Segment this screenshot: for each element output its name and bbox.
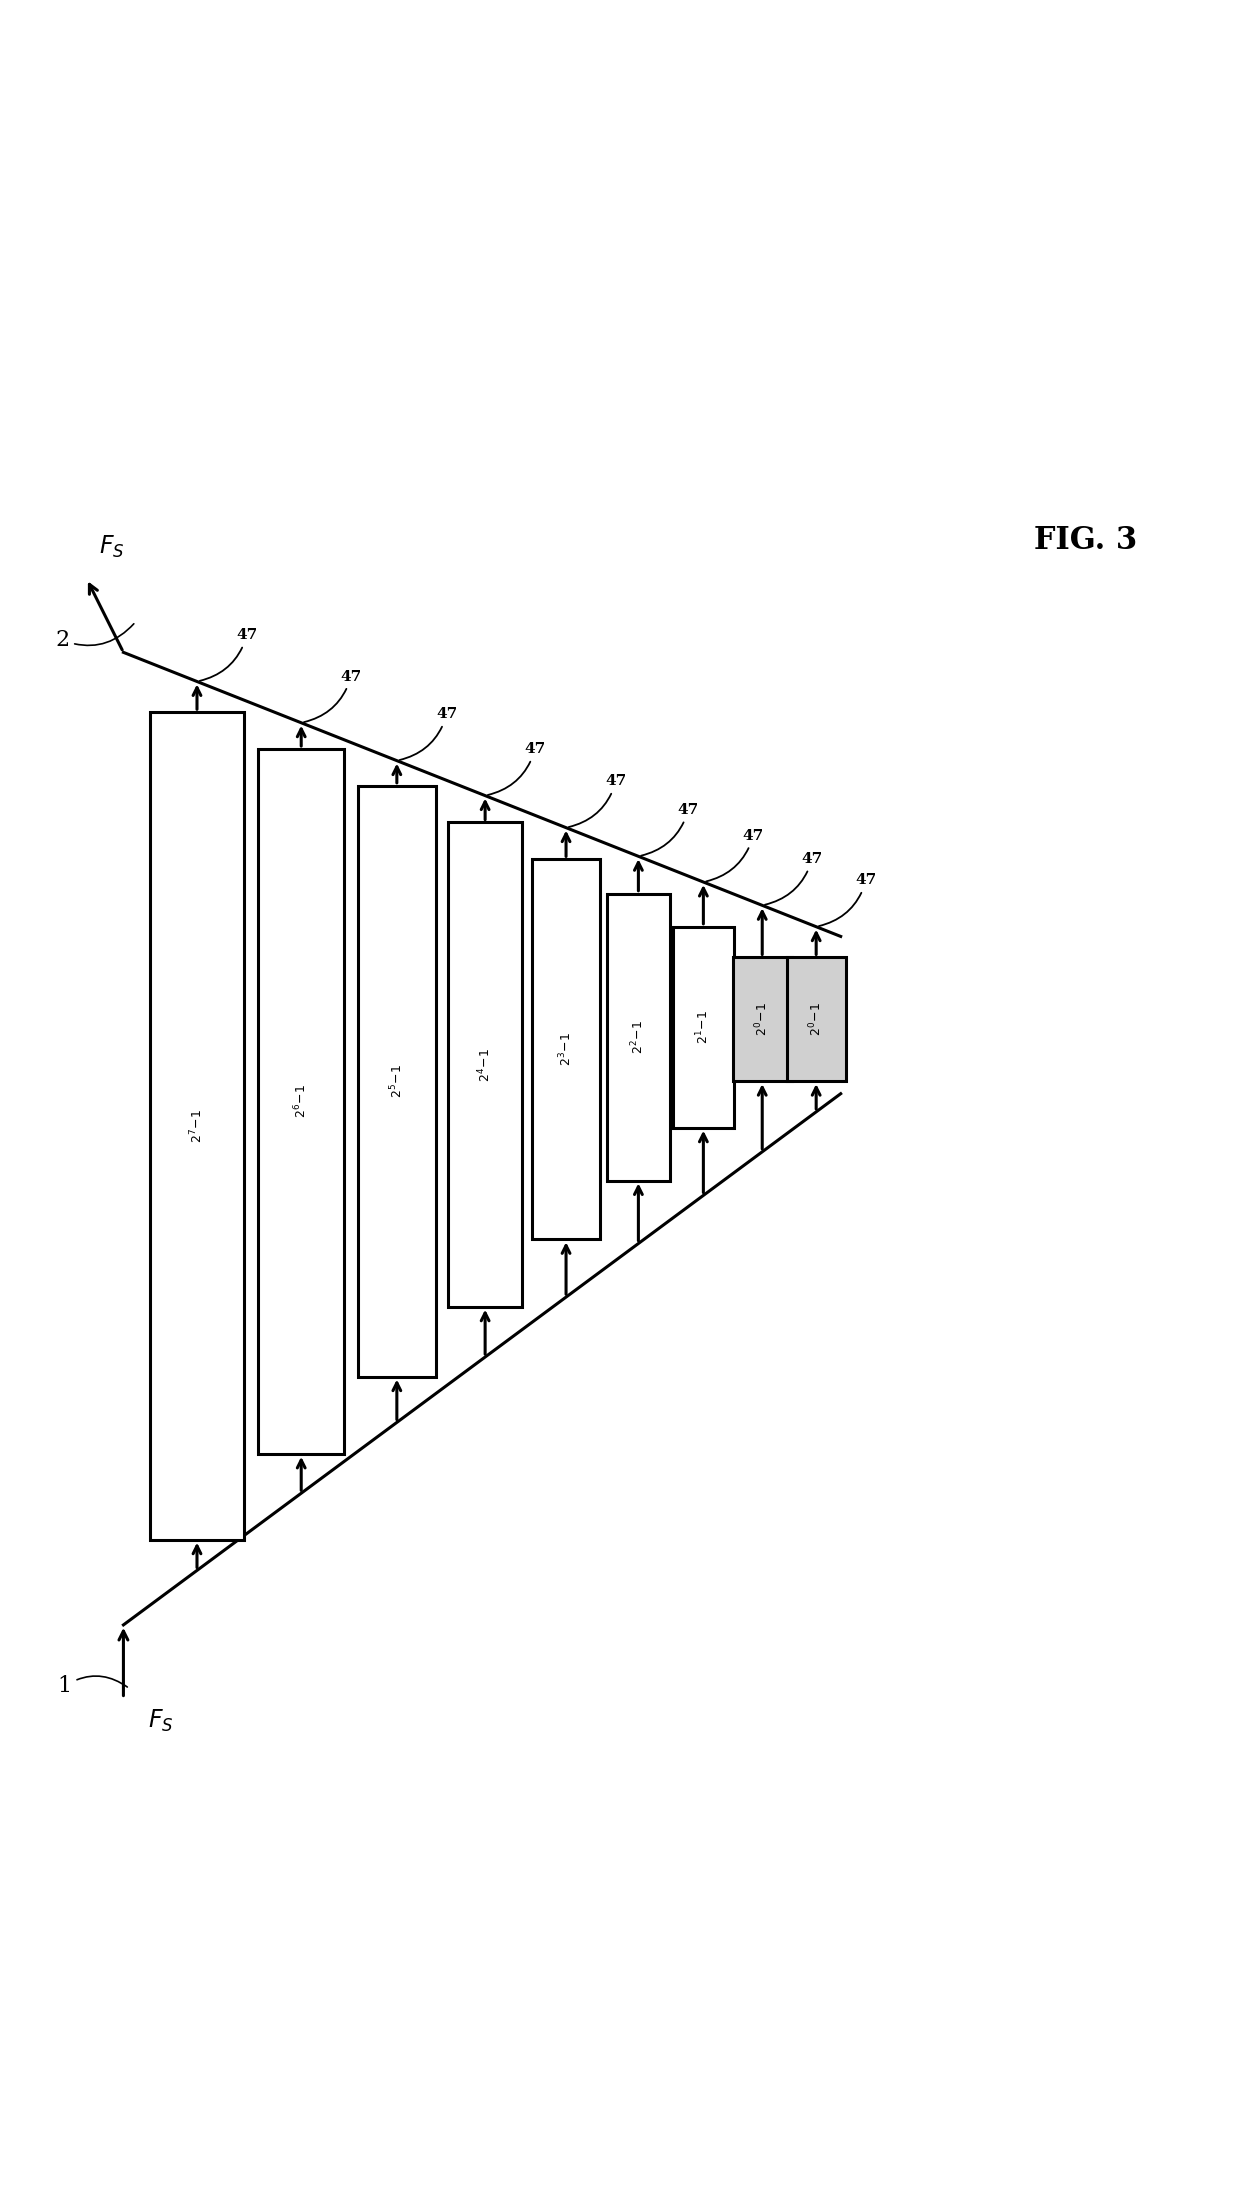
Text: 47: 47 xyxy=(765,853,822,906)
Text: $F_S$: $F_S$ xyxy=(99,535,124,561)
Text: 47: 47 xyxy=(641,804,699,855)
Text: $2^3\!-\!1$: $2^3\!-\!1$ xyxy=(558,1032,574,1067)
Text: $2^4\!-\!1$: $2^4\!-\!1$ xyxy=(477,1047,494,1082)
Text: $F_S$: $F_S$ xyxy=(148,1708,174,1734)
Text: $2^6\!-\!1$: $2^6\!-\!1$ xyxy=(293,1085,310,1118)
Text: 47: 47 xyxy=(818,873,877,926)
Text: 2: 2 xyxy=(55,623,134,652)
Bar xyxy=(258,749,345,1454)
Text: $2^0\!-\!1$: $2^0\!-\!1$ xyxy=(808,1003,825,1036)
Text: 1: 1 xyxy=(57,1674,128,1697)
Bar xyxy=(673,928,734,1129)
Bar xyxy=(357,786,436,1376)
Bar xyxy=(532,859,600,1239)
Bar xyxy=(733,956,791,1080)
Text: $2^5\!-\!1$: $2^5\!-\!1$ xyxy=(388,1065,405,1098)
Text: $2^0\!-\!1$: $2^0\!-\!1$ xyxy=(754,1003,770,1036)
Bar xyxy=(786,956,846,1080)
Bar xyxy=(150,711,243,1540)
Text: 47: 47 xyxy=(706,828,764,881)
Text: $2^7\!-\!1$: $2^7\!-\!1$ xyxy=(188,1109,206,1142)
Text: $2^2\!-\!1$: $2^2\!-\!1$ xyxy=(630,1021,647,1054)
Bar xyxy=(606,895,671,1180)
Text: 47: 47 xyxy=(487,742,546,795)
Text: FIG. 3: FIG. 3 xyxy=(1034,526,1137,557)
Text: 47: 47 xyxy=(304,669,362,722)
Text: 47: 47 xyxy=(569,775,626,826)
Text: $2^1\!-\!1$: $2^1\!-\!1$ xyxy=(696,1010,712,1045)
Text: 47: 47 xyxy=(399,707,458,760)
Bar xyxy=(449,822,522,1308)
Text: 47: 47 xyxy=(200,627,258,680)
